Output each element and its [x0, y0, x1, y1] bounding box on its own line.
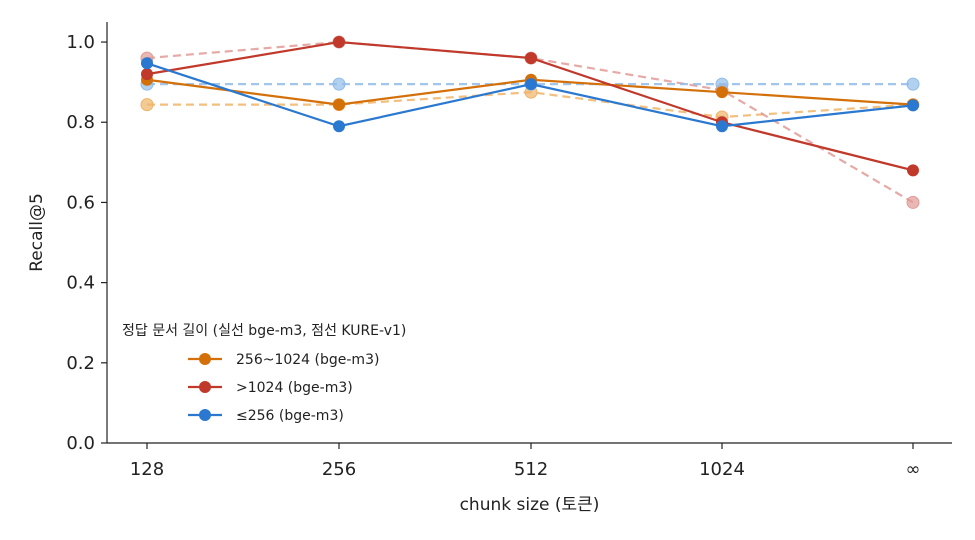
data-point — [525, 52, 537, 65]
legend-title: 정답 문서 길이 (실선 bge-m3, 점선 KURE-v1) — [122, 323, 406, 339]
legend-item: ≤256 (bge-m3) — [188, 408, 344, 424]
data-point — [141, 68, 153, 81]
axes: 0.0 0.2 0.4 0.6 0.8 1.0 128 256 512 1024 ∞ — [66, 22, 952, 480]
data-point — [141, 57, 153, 70]
x-tick-label: 128 — [130, 459, 164, 480]
data-point — [332, 77, 346, 91]
data-point — [907, 164, 919, 177]
y-tick-label: 0.2 — [66, 353, 95, 374]
data-point — [140, 98, 154, 112]
legend-label: 256~1024 (bge-m3) — [236, 352, 379, 368]
series-bge-m3-1 — [141, 36, 919, 177]
legend-marker — [199, 381, 211, 393]
x-tick-label: ∞ — [906, 459, 921, 480]
legend-marker — [199, 353, 211, 365]
data-point — [333, 98, 345, 111]
data-point — [333, 120, 345, 133]
y-axis-label: Recall@5 — [27, 193, 47, 272]
data-point — [716, 86, 728, 99]
data-point — [906, 77, 920, 91]
legend-item: 256~1024 (bge-m3) — [188, 352, 379, 368]
y-tick-label: 1.0 — [66, 32, 95, 53]
y-tick-label: 0.8 — [66, 112, 95, 133]
x-tick-label: 256 — [322, 459, 356, 480]
legend: 정답 문서 길이 (실선 bge-m3, 점선 KURE-v1) 256~102… — [122, 323, 406, 424]
legend-label: ≤256 (bge-m3) — [236, 408, 344, 424]
data-point — [525, 78, 537, 91]
legend-label: >1024 (bge-m3) — [236, 380, 353, 396]
y-tick-label: 0.4 — [66, 273, 95, 294]
plot-lines — [140, 35, 920, 209]
data-point — [333, 36, 345, 49]
series-line — [146, 40, 914, 204]
legend-marker — [199, 409, 211, 421]
y-tick-label: 0.6 — [66, 192, 95, 213]
x-tick-label: 1024 — [699, 459, 745, 480]
x-tick-label: 512 — [514, 459, 548, 480]
legend-item: >1024 (bge-m3) — [188, 380, 353, 396]
series-bge-m3-2 — [141, 57, 919, 133]
y-tick-label: 0.0 — [66, 433, 95, 454]
data-point — [906, 195, 920, 209]
data-point — [716, 120, 728, 133]
data-point — [907, 99, 919, 112]
x-axis-label: chunk size (토큰) — [460, 495, 600, 515]
